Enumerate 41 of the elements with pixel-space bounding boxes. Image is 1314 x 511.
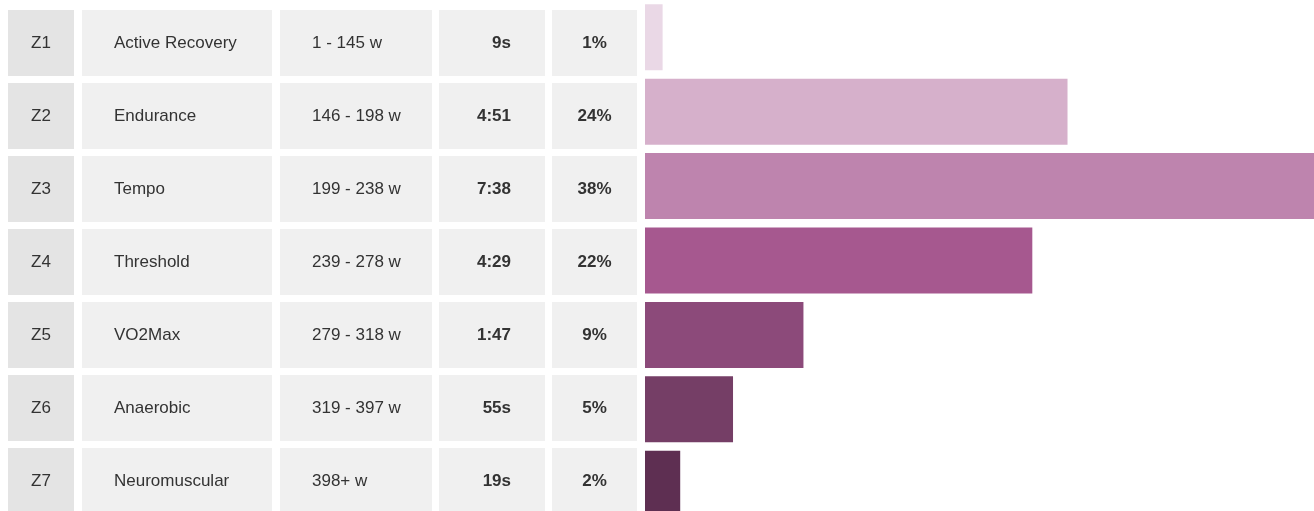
text: 199 - 238 w — [312, 179, 401, 199]
y-tick-label: Z5 — [31, 325, 51, 345]
y-tick-label: Z7 — [31, 471, 51, 491]
bar — [645, 376, 734, 443]
text: 7:38 — [476, 179, 511, 199]
y-tick-label: Z4 — [31, 252, 51, 272]
text: 9s — [492, 33, 511, 53]
text: Anaerobic — [114, 398, 191, 418]
text: Threshold — [114, 252, 190, 272]
data-label: 2% — [582, 471, 607, 491]
text: 4:51 — [476, 106, 511, 126]
bar — [645, 4, 663, 71]
bar — [645, 78, 1068, 145]
text: VO2Max — [114, 325, 181, 345]
text: 1 - 145 w — [312, 33, 382, 53]
bar — [645, 301, 804, 368]
text: 319 - 397 w — [312, 398, 401, 418]
text: 239 - 278 w — [312, 252, 401, 272]
text: 398+ w — [312, 471, 368, 491]
text: 4:29 — [476, 252, 511, 272]
text: 279 - 318 w — [312, 325, 401, 345]
y-tick-label: Z1 — [31, 33, 51, 53]
text: Active Recovery — [114, 33, 237, 53]
data-label: 22% — [577, 252, 612, 272]
y-tick-label: Z6 — [31, 398, 51, 418]
text: 1:47 — [476, 325, 511, 345]
y-tick-label: Z2 — [31, 106, 51, 126]
text: Tempo — [114, 179, 166, 199]
text: Endurance — [114, 106, 197, 126]
text: Neuromuscular — [114, 471, 230, 491]
bar — [645, 227, 1033, 294]
text: 19s — [482, 471, 511, 491]
data-label: 1% — [582, 33, 607, 53]
data-label: 38% — [577, 179, 612, 199]
text: 146 - 198 w — [312, 106, 401, 126]
data-label: 5% — [582, 398, 607, 418]
y-tick-label: Z3 — [31, 179, 51, 199]
data-label: 9% — [582, 325, 607, 345]
bar — [645, 153, 1314, 220]
data-label: 24% — [577, 106, 612, 126]
text: 55s — [482, 398, 511, 418]
